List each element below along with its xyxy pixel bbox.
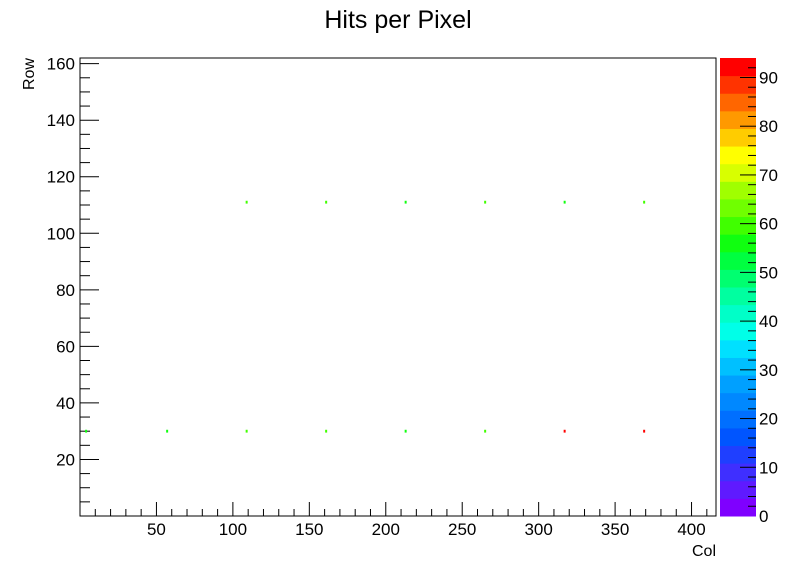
color-scale-band [720, 427, 756, 447]
y-tick-label: 40 [56, 394, 75, 413]
chart-title: Hits per Pixel [324, 6, 471, 34]
x-tick-label: 50 [147, 520, 166, 539]
x-tick-label: 350 [601, 520, 629, 539]
heatmap-cell [643, 429, 646, 433]
color-scale: 0 10 20 30 40 50 60 70 80 90 [720, 58, 778, 526]
x-tick-label: 200 [372, 520, 400, 539]
color-scale-band [720, 392, 756, 411]
color-scale-band [720, 58, 756, 77]
color-scale-band [720, 251, 756, 270]
color-scale-band [720, 93, 756, 112]
color-scale-band [720, 269, 756, 288]
color-scale-band [720, 339, 756, 358]
y-axis-label: Row [21, 58, 38, 90]
color-scale-band [720, 128, 756, 147]
color-scale-band [720, 287, 756, 306]
color-scale-band [720, 110, 756, 129]
heatmap-cell [404, 429, 407, 433]
x-axis-label: Col [692, 543, 716, 560]
color-scale-band [720, 304, 756, 323]
color-scale-band [720, 181, 756, 200]
x-tick-label: 150 [295, 520, 323, 539]
y-tick-label: 20 [56, 450, 75, 469]
plot-frame [79, 57, 717, 517]
color-scale-tick-label: 80 [759, 117, 778, 136]
heatmap-cell [563, 429, 566, 433]
y-axis: 20 40 60 80 100 120 140 160 [47, 55, 99, 503]
color-scale-band [720, 322, 756, 341]
color-scale-band [720, 216, 756, 235]
y-tick-label: 140 [47, 111, 75, 130]
x-tick-label: 400 [677, 520, 705, 539]
y-tick-label: 60 [56, 337, 75, 356]
x-tick-label: 100 [219, 520, 247, 539]
color-scale-band [720, 498, 756, 517]
color-scale-tick-label: 40 [759, 312, 778, 331]
heatmap-cell [484, 429, 487, 433]
color-scale-band [720, 146, 756, 165]
color-scale-tick-label: 70 [759, 166, 778, 185]
color-scale-tick-label: 90 [759, 68, 778, 87]
heatmap-cell [404, 200, 407, 204]
heatmap-cells [85, 200, 646, 433]
color-scale-band [720, 463, 756, 482]
color-scale-band [720, 410, 756, 429]
heatmap-cell [484, 200, 487, 204]
color-scale-band [720, 198, 756, 218]
heatmap-cell [325, 429, 328, 433]
y-tick-label: 100 [47, 224, 75, 243]
heatmap-cell [325, 200, 328, 204]
heatmap-cell [245, 429, 248, 433]
color-scale-band [720, 480, 756, 499]
heatmap-cell [166, 429, 169, 433]
color-scale-band [720, 75, 756, 94]
y-tick-label: 120 [47, 168, 75, 187]
x-tick-label: 300 [524, 520, 552, 539]
color-scale-tick-label: 20 [759, 410, 778, 429]
color-scale-band [720, 445, 756, 464]
color-scale-tick-label: 10 [759, 458, 778, 477]
color-scale-band [720, 163, 756, 182]
x-tick-label: 250 [448, 520, 476, 539]
color-scale-band [720, 375, 756, 394]
y-tick-label: 160 [47, 55, 75, 74]
heatmap-cell [563, 200, 566, 204]
heatmap-cell [643, 200, 646, 204]
y-tick-label: 80 [56, 281, 75, 300]
color-scale-tick-label: 50 [759, 263, 778, 282]
color-scale-band [720, 234, 756, 253]
heatmap-cell [245, 200, 248, 204]
heatmap-cell [85, 429, 88, 433]
color-scale-band [720, 357, 756, 376]
color-scale-tick-label: 30 [759, 361, 778, 380]
color-scale-tick-label: 60 [759, 215, 778, 234]
x-axis: 50 100 150 200 250 300 350 400 [94, 502, 708, 539]
color-scale-tick-label: 0 [759, 507, 768, 526]
